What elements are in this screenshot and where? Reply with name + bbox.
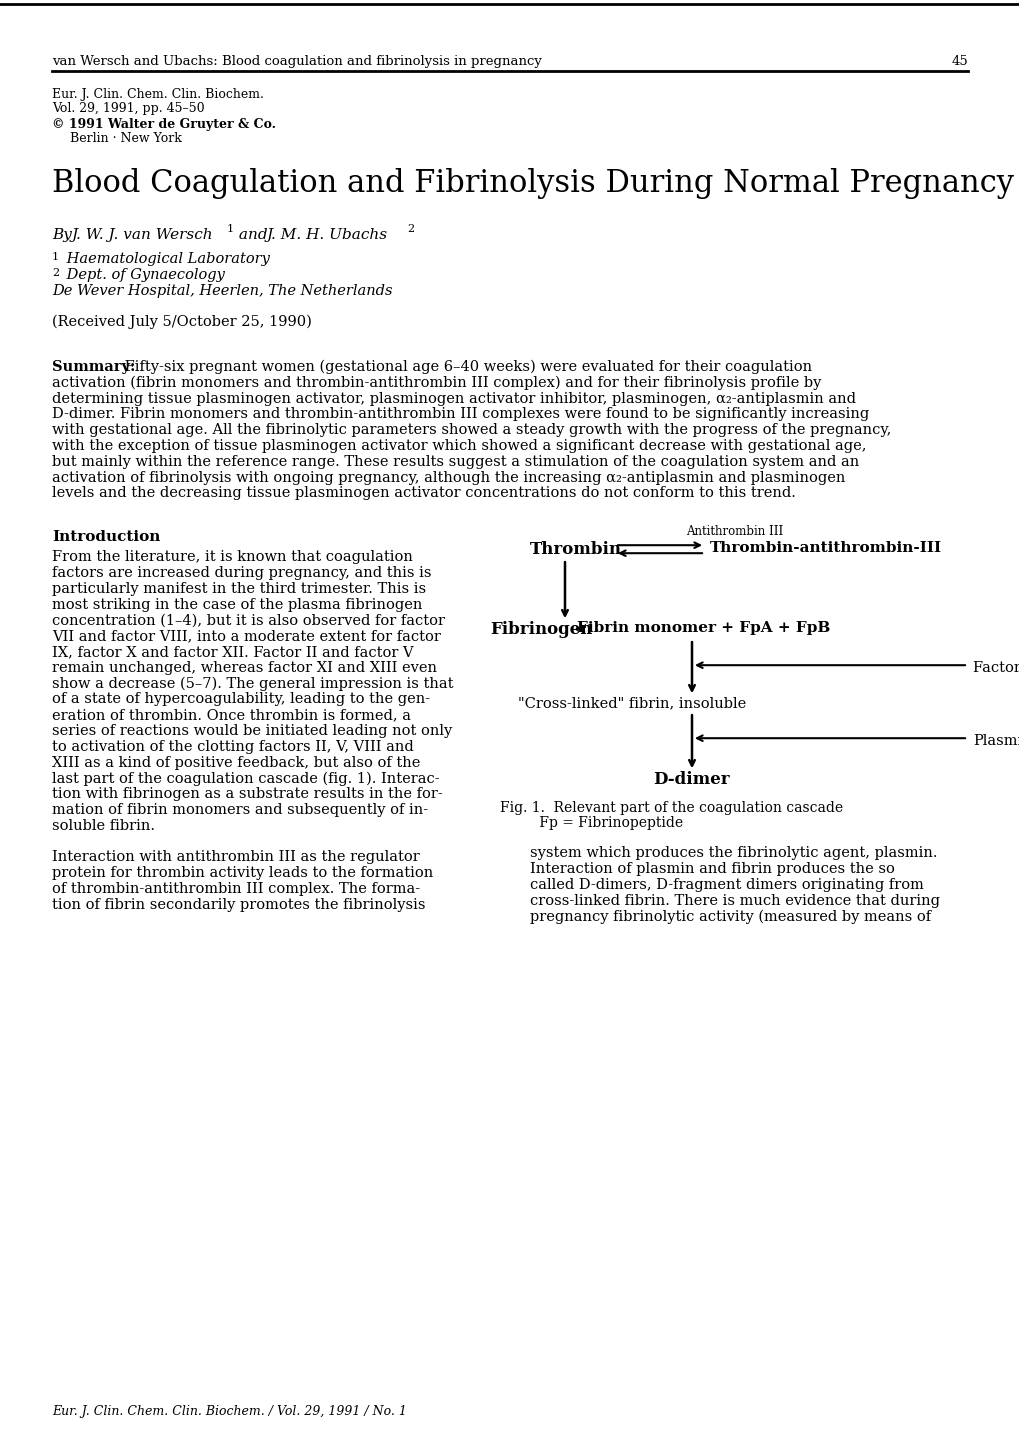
Text: pregnancy fibrinolytic activity (measured by means of: pregnancy fibrinolytic activity (measure… <box>530 910 930 924</box>
Text: with the exception of tissue plasminogen activator which showed a significant de: with the exception of tissue plasminogen… <box>52 438 866 453</box>
Text: eration of thrombin. Once thrombin is formed, a: eration of thrombin. Once thrombin is fo… <box>52 708 411 723</box>
Text: show a decrease (5–7). The general impression is that: show a decrease (5–7). The general impre… <box>52 677 453 691</box>
Text: 1: 1 <box>227 224 234 234</box>
Text: series of reactions would be initiated leading not only: series of reactions would be initiated l… <box>52 724 451 739</box>
Text: of a state of hypercoagulability, leading to the gen-: of a state of hypercoagulability, leadin… <box>52 693 430 707</box>
Text: Plasmin: Plasmin <box>972 734 1019 749</box>
Text: Introduction: Introduction <box>52 530 160 545</box>
Text: 2: 2 <box>52 267 59 277</box>
Text: Fifty-six pregnant women (gestational age 6–40 weeks) were evaluated for their c: Fifty-six pregnant women (gestational ag… <box>120 361 811 375</box>
Text: activation (fibrin monomers and thrombin-antithrombin III complex) and for their: activation (fibrin monomers and thrombin… <box>52 376 820 391</box>
Text: Thrombin-antithrombin-III: Thrombin-antithrombin-III <box>709 542 942 555</box>
Text: soluble fibrin.: soluble fibrin. <box>52 819 155 833</box>
Text: Interaction with antithrombin III as the regulator: Interaction with antithrombin III as the… <box>52 851 420 865</box>
Text: Vol. 29, 1991, pp. 45–50: Vol. 29, 1991, pp. 45–50 <box>52 102 205 115</box>
Text: Eur. J. Clin. Chem. Clin. Biochem.: Eur. J. Clin. Chem. Clin. Biochem. <box>52 88 264 101</box>
Text: Summary:: Summary: <box>52 361 136 374</box>
Text: protein for thrombin activity leads to the formation: protein for thrombin activity leads to t… <box>52 867 433 881</box>
Text: 1: 1 <box>52 251 59 262</box>
Text: particularly manifest in the third trimester. This is: particularly manifest in the third trime… <box>52 582 426 596</box>
Text: Thrombin: Thrombin <box>530 542 622 558</box>
Text: IX, factor X and factor XII. Factor II and factor V: IX, factor X and factor XII. Factor II a… <box>52 645 414 660</box>
Text: Blood Coagulation and Fibrinolysis During Normal Pregnancy: Blood Coagulation and Fibrinolysis Durin… <box>52 168 1013 198</box>
Text: VII and factor VIII, into a moderate extent for factor: VII and factor VIII, into a moderate ext… <box>52 629 440 644</box>
Text: concentration (1–4), but it is also observed for factor: concentration (1–4), but it is also obse… <box>52 614 444 628</box>
Text: Antithrombin III: Antithrombin III <box>686 525 783 539</box>
Text: cross-linked fibrin. There is much evidence that during: cross-linked fibrin. There is much evide… <box>530 894 940 908</box>
Text: D-dimer: D-dimer <box>653 772 730 789</box>
Text: of thrombin-antithrombin III complex. The forma-: of thrombin-antithrombin III complex. Th… <box>52 882 420 897</box>
Text: system which produces the fibrinolytic agent, plasmin.: system which produces the fibrinolytic a… <box>530 846 936 861</box>
Text: D-dimer. Fibrin monomers and thrombin-antithrombin III complexes were found to b: D-dimer. Fibrin monomers and thrombin-an… <box>52 408 868 421</box>
Text: 45: 45 <box>951 55 967 68</box>
Text: last part of the coagulation cascade (fig. 1). Interac-: last part of the coagulation cascade (fi… <box>52 772 439 786</box>
Text: Fp = Fibrinopeptide: Fp = Fibrinopeptide <box>499 816 683 831</box>
Text: but mainly within the reference range. These results suggest a stimulation of th: but mainly within the reference range. T… <box>52 454 858 468</box>
Text: Fibrin monomer + FpA + FpB: Fibrin monomer + FpA + FpB <box>577 621 829 635</box>
Text: levels and the decreasing tissue plasminogen activator concentrations do not con: levels and the decreasing tissue plasmin… <box>52 486 795 500</box>
Text: tion of fibrin secondarily promotes the fibrinolysis: tion of fibrin secondarily promotes the … <box>52 898 425 912</box>
Text: with gestational age. All the fibrinolytic parameters showed a steady growth wit: with gestational age. All the fibrinolyt… <box>52 424 891 437</box>
Text: mation of fibrin monomers and subsequently of in-: mation of fibrin monomers and subsequent… <box>52 803 428 818</box>
Text: called D-dimers, D-fragment dimers originating from: called D-dimers, D-fragment dimers origi… <box>530 878 923 892</box>
Text: Dept. of Gynaecology: Dept. of Gynaecology <box>62 267 224 282</box>
Text: determining tissue plasminogen activator, plasminogen activator inhibitor, plasm: determining tissue plasminogen activator… <box>52 392 855 405</box>
Text: activation of fibrinolysis with ongoing pregnancy, although the increasing α₂-an: activation of fibrinolysis with ongoing … <box>52 470 845 484</box>
Text: factors are increased during pregnancy, and this is: factors are increased during pregnancy, … <box>52 566 431 581</box>
Text: Fig. 1.  Relevant part of the coagulation cascade: Fig. 1. Relevant part of the coagulation… <box>499 802 843 815</box>
Text: van Wersch and Ubachs: Blood coagulation and fibrinolysis in pregnancy: van Wersch and Ubachs: Blood coagulation… <box>52 55 541 68</box>
Text: Interaction of plasmin and fibrin produces the so: Interaction of plasmin and fibrin produc… <box>530 862 894 877</box>
Text: © 1991 Walter de Gruyter & Co.: © 1991 Walter de Gruyter & Co. <box>52 118 276 131</box>
Text: Berlin · New York: Berlin · New York <box>70 132 181 145</box>
Text: From the literature, it is known that coagulation: From the literature, it is known that co… <box>52 550 413 565</box>
Text: J. M. H. Ubachs: J. M. H. Ubachs <box>267 228 388 241</box>
Text: (Received July 5/October 25, 1990): (Received July 5/October 25, 1990) <box>52 315 312 329</box>
Text: most striking in the case of the plasma fibrinogen: most striking in the case of the plasma … <box>52 598 422 612</box>
Text: 2: 2 <box>407 224 414 234</box>
Text: Haematological Laboratory: Haematological Laboratory <box>62 251 270 266</box>
Text: Eur. J. Clin. Chem. Clin. Biochem. / Vol. 29, 1991 / No. 1: Eur. J. Clin. Chem. Clin. Biochem. / Vol… <box>52 1405 407 1418</box>
Text: Factor XIIIa: Factor XIIIa <box>972 661 1019 675</box>
Text: and: and <box>233 228 272 241</box>
Text: XIII as a kind of positive feedback, but also of the: XIII as a kind of positive feedback, but… <box>52 756 420 770</box>
Text: By: By <box>52 228 76 241</box>
Text: "Cross-linked" fibrin, insoluble: "Cross-linked" fibrin, insoluble <box>518 696 745 710</box>
Text: tion with fibrinogen as a substrate results in the for-: tion with fibrinogen as a substrate resu… <box>52 787 442 802</box>
Text: to activation of the clotting factors II, V, VIII and: to activation of the clotting factors II… <box>52 740 414 754</box>
Text: Fibrinogen: Fibrinogen <box>489 621 592 638</box>
Text: remain unchanged, whereas factor XI and XIII even: remain unchanged, whereas factor XI and … <box>52 661 436 675</box>
Text: De Wever Hospital, Heerlen, The Netherlands: De Wever Hospital, Heerlen, The Netherla… <box>52 285 392 297</box>
Text: J. W. J. van Wersch: J. W. J. van Wersch <box>72 228 213 241</box>
